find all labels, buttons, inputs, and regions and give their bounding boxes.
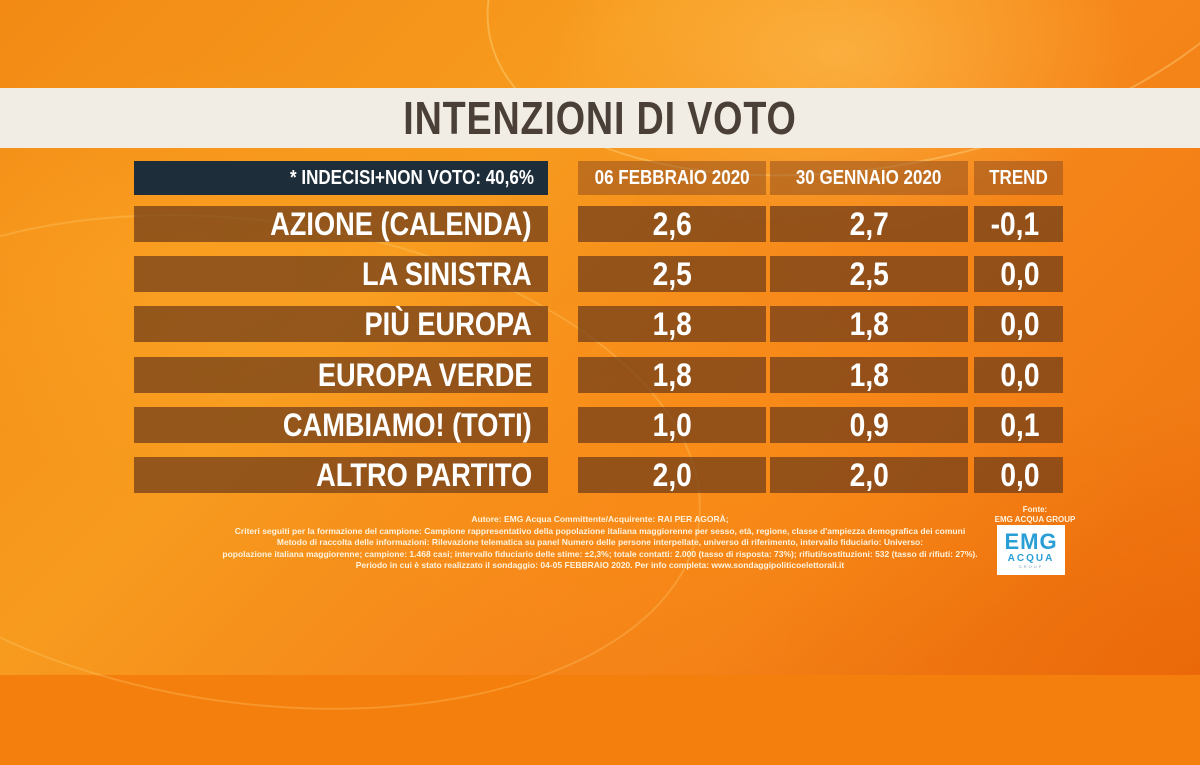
previous-value: 2,5	[770, 256, 968, 292]
trend-value-label: -0,1	[990, 206, 1039, 242]
party-name: CAMBIAMO! (TOTI)	[134, 407, 548, 443]
note-line: Criteri seguiti per la formazione del ca…	[234, 525, 966, 536]
party-name: ALTRO PARTITO	[134, 457, 548, 493]
column-header-current-label: 06 FEBBRAIO 2020	[594, 167, 750, 189]
logo-main-text: EMG	[1004, 529, 1058, 554]
indecisi-label: * INDECISI+NON VOTO: 40,6%	[134, 161, 548, 195]
current-value-label: 2,6	[652, 206, 692, 242]
party-name-label: AZIONE (CALENDA)	[270, 206, 532, 242]
current-value: 1,8	[578, 306, 766, 342]
logo-tag-text: GROUP	[1018, 564, 1044, 569]
title-band	[0, 88, 1200, 148]
party-name-label: LA SINISTRA	[362, 256, 532, 292]
trend-value: -0,1	[974, 206, 1063, 242]
previous-value-label: 2,0	[849, 457, 889, 493]
previous-value-label: 2,7	[849, 206, 889, 242]
current-value: 2,0	[578, 457, 766, 493]
party-name-label: PIÙ EUROPA	[364, 306, 532, 342]
party-name: AZIONE (CALENDA)	[134, 206, 548, 242]
note-line: popolazione italiana maggiorenne; campio…	[222, 548, 978, 559]
column-header-trend-label: TREND	[989, 167, 1048, 189]
trend-value: 0,0	[974, 306, 1063, 342]
trend-value-label: 0,0	[999, 357, 1039, 393]
page-title: INTENZIONI DI VOTO	[403, 92, 797, 144]
current-value-label: 1,0	[652, 407, 692, 443]
current-value-label: 1,8	[652, 357, 692, 393]
trend-value-label: 0,0	[999, 457, 1039, 493]
indecisi-text: * INDECISI+NON VOTO: 40,6%	[290, 167, 534, 189]
current-value: 2,6	[578, 206, 766, 242]
party-name: PIÙ EUROPA	[134, 306, 548, 342]
party-name: LA SINISTRA	[134, 256, 548, 292]
methodology-notes: Autore: EMG Acqua Committente/Acquirente…	[220, 514, 980, 572]
column-header-current: 06 FEBBRAIO 2020	[578, 161, 766, 195]
previous-value-label: 2,5	[849, 256, 889, 292]
party-name-label: CAMBIAMO! (TOTI)	[283, 407, 532, 443]
column-header-previous: 30 GENNAIO 2020	[770, 161, 968, 195]
column-header-trend: TREND	[974, 161, 1063, 195]
note-line: Periodo in cui è stato realizzato il son…	[355, 560, 845, 570]
previous-value: 0,9	[770, 407, 968, 443]
current-value-label: 2,5	[652, 256, 692, 292]
party-name-label: ALTRO PARTITO	[315, 457, 532, 493]
trend-value-label: 0,1	[999, 407, 1039, 443]
current-value-label: 2,0	[652, 457, 692, 493]
current-value: 1,0	[578, 407, 766, 443]
current-value: 1,8	[578, 357, 766, 393]
trend-value-label: 0,0	[999, 306, 1039, 342]
trend-value: 0,1	[974, 407, 1063, 443]
previous-value: 2,7	[770, 206, 968, 242]
column-header-previous-label: 30 GENNAIO 2020	[796, 167, 942, 189]
source-label: Fonte:	[1022, 505, 1048, 514]
trend-value: 0,0	[974, 457, 1063, 493]
emg-acqua-logo: EMG ACQUA GROUP	[997, 525, 1065, 575]
previous-value: 2,0	[770, 457, 968, 493]
note-line: Metodo di raccolta delle informazioni: R…	[276, 537, 924, 547]
trend-value-label: 0,0	[999, 256, 1039, 292]
previous-value-label: 1,8	[849, 306, 889, 342]
note-line: Autore: EMG Acqua Committente/Acquirente…	[471, 514, 729, 524]
party-name-label: EUROPA VERDE	[317, 357, 532, 393]
current-value: 2,5	[578, 256, 766, 292]
source-credit: Fonte: EMG ACQUA GROUP	[992, 505, 1078, 525]
party-name: EUROPA VERDE	[134, 357, 548, 393]
previous-value-label: 1,8	[849, 357, 889, 393]
logo-sub-text: ACQUA	[1007, 553, 1055, 564]
previous-value: 1,8	[770, 357, 968, 393]
current-value-label: 1,8	[652, 306, 692, 342]
source-name: EMG ACQUA GROUP	[994, 515, 1076, 524]
trend-value: 0,0	[974, 256, 1063, 292]
previous-value-label: 0,9	[849, 407, 889, 443]
trend-value: 0,0	[974, 357, 1063, 393]
previous-value: 1,8	[770, 306, 968, 342]
